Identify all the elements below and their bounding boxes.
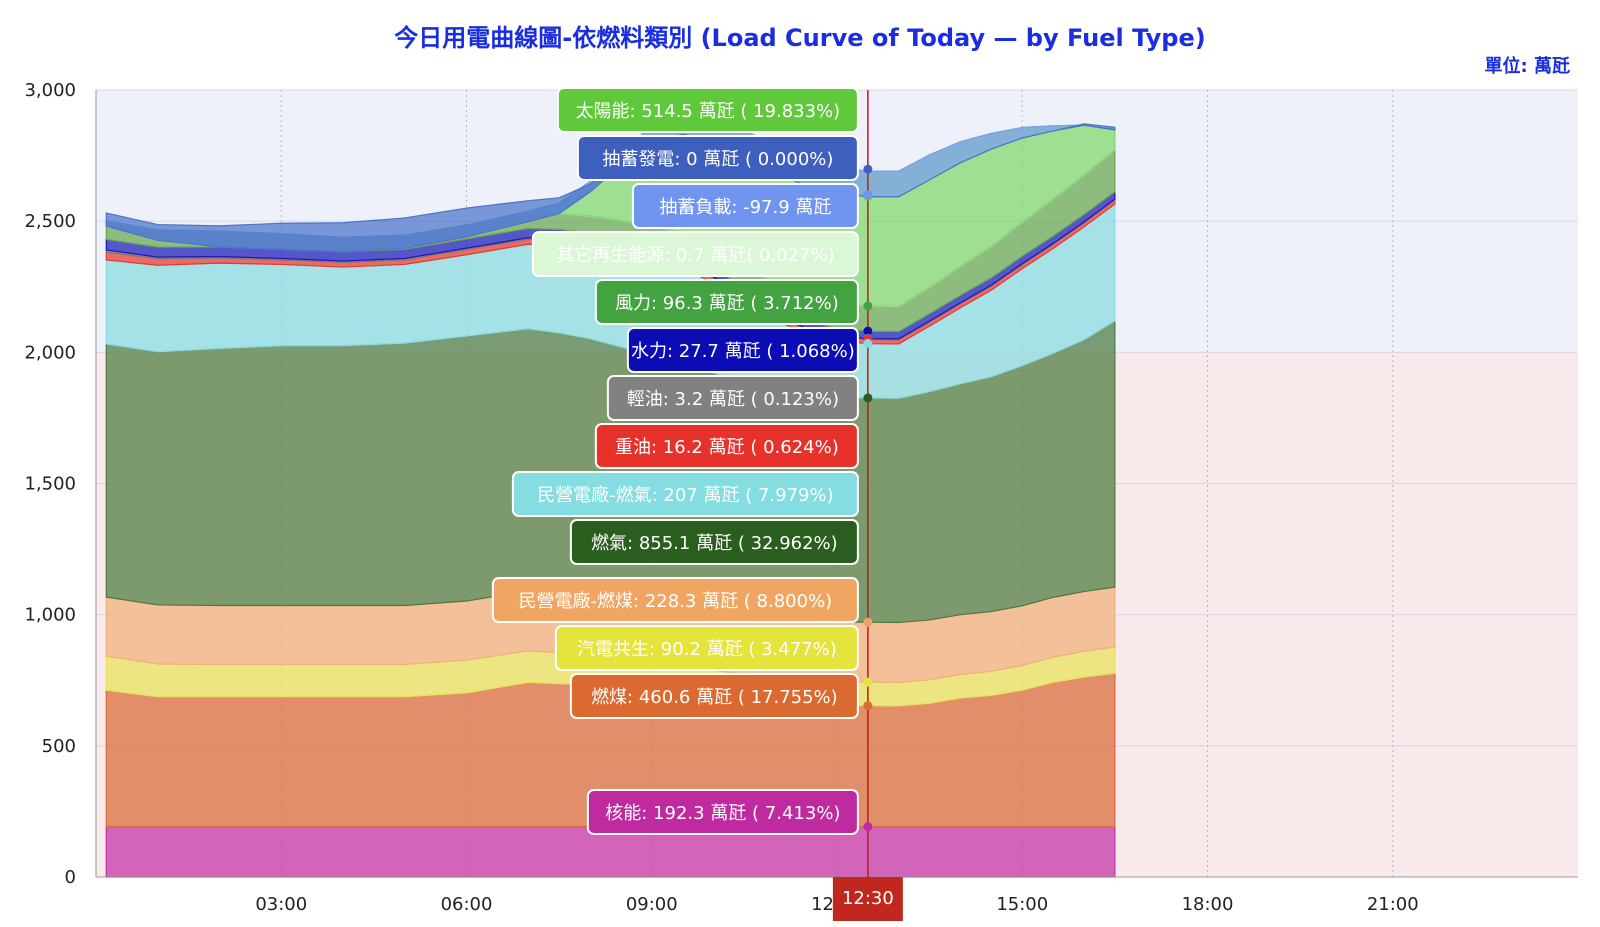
- tooltip-label: 汽電共生: 90.2 萬瓩 ( 3.477%): [577, 639, 837, 660]
- x-tick-label: 03:00: [255, 894, 307, 915]
- tooltip-label: 其它再生能源: 0.7 萬瓩( 0.027%): [556, 245, 835, 266]
- tooltip-label: 水力: 27.7 萬瓩 ( 1.068%): [631, 341, 855, 362]
- tooltip-box: [606, 375, 859, 421]
- y-tick-label: 1,500: [24, 474, 76, 495]
- y-tick-label: 2,000: [24, 342, 76, 363]
- tooltip-label: 風力: 96.3 萬瓩 ( 3.712%): [615, 293, 839, 314]
- tooltip-box: [594, 279, 859, 325]
- y-tick-label: 2,500: [24, 211, 76, 232]
- cursor-time-label: 12:30: [842, 888, 894, 909]
- tooltip-box: [511, 471, 859, 517]
- tooltip-item: 抽蓄負載: -97.9 萬瓩: [631, 183, 859, 229]
- y-tick-label: 3,000: [24, 80, 76, 101]
- tooltip-label: 輕油: 3.2 萬瓩 ( 0.123%): [627, 389, 839, 410]
- x-tick-label: 06:00: [441, 894, 493, 915]
- tooltip-item: 核能: 192.3 萬瓩 ( 7.413%): [586, 789, 859, 835]
- tooltip-item: 輕油: 3.2 萬瓩 ( 0.123%): [606, 375, 859, 421]
- tooltip-item: 汽電共生: 90.2 萬瓩 ( 3.477%): [554, 625, 859, 671]
- tooltip-label: 民營電廠-燃氣: 207 萬瓩 ( 7.979%): [537, 484, 833, 506]
- tooltip-point: [863, 677, 873, 687]
- x-tick-label: 21:00: [1367, 894, 1419, 915]
- tooltip-label: 抽蓄發電: 0 萬瓩 ( 0.000%): [602, 149, 833, 170]
- tooltip-point: [863, 617, 873, 627]
- tooltip-item: 風力: 96.3 萬瓩 ( 3.712%): [594, 279, 859, 325]
- tooltip-item: 水力: 27.7 萬瓩 ( 1.068%): [626, 327, 859, 373]
- cursor-time-box: [832, 877, 903, 921]
- tooltip-box: [554, 625, 859, 671]
- tooltip-box: [586, 789, 859, 835]
- tooltip-box: [626, 327, 859, 373]
- series-area-抽蓄發電[interactable]: [105, 123, 1116, 253]
- y-tick-label: 0: [65, 867, 76, 888]
- tooltip-point: [863, 822, 873, 832]
- tooltip-label: 抽蓄負載: -97.9 萬瓩: [659, 197, 831, 218]
- tooltip-box: [569, 673, 859, 719]
- tooltip-label: 重油: 16.2 萬瓩 ( 0.624%): [615, 437, 839, 458]
- tooltip-point: [863, 301, 873, 311]
- tooltip-box: [569, 519, 859, 565]
- tooltip-label: 民營電廠-燃煤: 228.3 萬瓩 ( 8.800%): [519, 590, 833, 612]
- tooltip-label: 燃氣: 855.1 萬瓩 ( 32.962%): [591, 533, 838, 554]
- tooltip-point: [863, 164, 873, 174]
- y-tick-label: 500: [42, 736, 76, 757]
- tooltip-label: 太陽能: 514.5 萬瓩 ( 19.833%): [576, 101, 841, 122]
- tooltip-label: 核能: 192.3 萬瓩 ( 7.413%): [605, 803, 840, 824]
- tooltip-box: [491, 577, 859, 623]
- tooltip-item: 太陽能: 514.5 萬瓩 ( 19.833%): [556, 87, 859, 133]
- tooltip-point: [863, 338, 873, 348]
- tooltip-box: [594, 423, 859, 469]
- x-tick-label: 18:00: [1182, 894, 1234, 915]
- x-tick-label: 09:00: [626, 894, 678, 915]
- tooltip-item: 重油: 16.2 萬瓩 ( 0.624%): [594, 423, 859, 469]
- time-cursor[interactable]: 12:30: [832, 90, 903, 921]
- tooltip-box: [576, 135, 859, 181]
- tooltip-label: 燃煤: 460.6 萬瓩 ( 17.755%): [591, 687, 838, 708]
- tooltip-box: [631, 183, 859, 229]
- tooltip-item: 燃氣: 855.1 萬瓩 ( 32.962%): [569, 519, 859, 565]
- y-tick-label: 1,000: [24, 605, 76, 626]
- tooltip-point: [863, 701, 873, 711]
- tooltip-point: [863, 393, 873, 403]
- tooltip-item: 其它再生能源: 0.7 萬瓩( 0.027%): [531, 231, 859, 277]
- tooltip-box: [556, 87, 859, 133]
- x-tick-label: 15:00: [996, 894, 1048, 915]
- unit-label: 單位: 萬瓩: [1484, 56, 1570, 77]
- tooltip-stack: 太陽能: 514.5 萬瓩 ( 19.833%) 抽蓄發電: 0 萬瓩 ( 0.0…: [491, 87, 873, 835]
- tooltip-point: [863, 326, 873, 336]
- tooltip-item: 抽蓄發電: 0 萬瓩 ( 0.000%): [576, 135, 859, 181]
- tooltip-item: 民營電廠-燃煤: 228.3 萬瓩 ( 8.800%): [491, 577, 859, 623]
- tooltip-point: [863, 190, 873, 200]
- tooltip-box: [531, 231, 859, 277]
- chart-title: 今日用電曲線圖-依燃料類別 (Load Curve of Today — by …: [394, 24, 1206, 52]
- tooltip-item: 民營電廠-燃氣: 207 萬瓩 ( 7.979%): [511, 471, 859, 517]
- tooltip-item: 燃煤: 460.6 萬瓩 ( 17.755%): [569, 673, 859, 719]
